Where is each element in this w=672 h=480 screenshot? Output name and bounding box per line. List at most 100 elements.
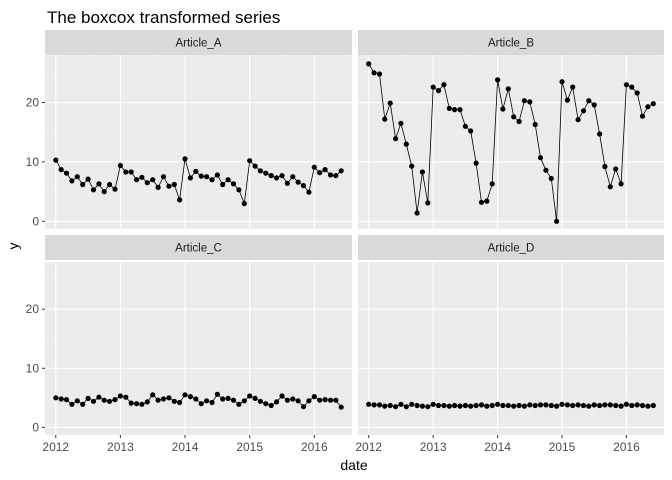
data-point	[629, 402, 635, 409]
data-point	[74, 174, 80, 180]
data-point	[220, 181, 226, 188]
data-point	[473, 160, 479, 166]
data-point	[521, 98, 528, 104]
data-point	[425, 200, 431, 206]
data-point	[101, 397, 107, 403]
data-point	[247, 393, 253, 399]
facet-article-a: Article_A 0 10 20	[26, 30, 352, 229]
data-point	[532, 402, 538, 409]
data-point	[462, 402, 468, 409]
data-point	[144, 399, 150, 405]
data-point	[634, 90, 640, 96]
data-point	[376, 402, 383, 408]
data-point	[274, 175, 280, 181]
data-point	[629, 84, 635, 90]
y-tick-label: 10	[26, 361, 40, 375]
data-point	[543, 402, 549, 408]
data-point	[63, 170, 70, 176]
data-point	[419, 403, 425, 409]
data-point	[220, 396, 226, 402]
data-point	[382, 116, 388, 122]
data-point	[462, 123, 468, 129]
data-point	[478, 402, 485, 408]
data-point	[618, 403, 624, 409]
data-point	[112, 397, 118, 403]
data-point	[193, 168, 199, 174]
data-point	[327, 397, 334, 403]
y-tick-label: 20	[26, 302, 40, 316]
data-point	[236, 401, 242, 407]
data-point	[446, 105, 452, 111]
data-point	[155, 397, 161, 403]
data-point	[554, 218, 560, 224]
data-point	[134, 177, 140, 183]
facet-article-d: Article_D 2012 2013 2014 2015 2016	[355, 235, 664, 454]
data-point	[430, 401, 436, 407]
data-point	[516, 118, 522, 125]
data-point	[559, 401, 565, 407]
data-point	[53, 157, 59, 163]
data-point	[473, 402, 479, 409]
data-point	[387, 100, 393, 106]
data-point	[257, 398, 263, 404]
data-point	[532, 121, 538, 128]
data-point	[376, 71, 383, 77]
data-point	[123, 169, 129, 175]
data-point	[198, 401, 204, 407]
data-point	[338, 404, 344, 410]
data-point	[586, 98, 592, 104]
data-point	[484, 198, 490, 204]
data-point	[317, 397, 323, 403]
data-point	[618, 181, 624, 187]
data-point	[414, 210, 420, 216]
data-point	[564, 97, 571, 103]
data-point	[171, 398, 177, 404]
data-point	[597, 402, 603, 409]
data-point	[144, 180, 150, 186]
data-point	[225, 395, 231, 401]
data-point	[80, 181, 86, 188]
data-point	[409, 163, 415, 169]
x-tick-label: 2014	[172, 440, 199, 454]
chart-title: The boxcox transformed series	[47, 8, 280, 27]
data-point	[53, 395, 59, 401]
data-point	[639, 402, 646, 409]
x-tick-label: 2012	[42, 440, 69, 454]
data-point	[634, 402, 640, 408]
data-point	[516, 402, 522, 409]
facet-strip	[358, 235, 664, 260]
data-point	[279, 173, 285, 179]
data-point	[187, 394, 193, 400]
data-point	[521, 403, 528, 409]
data-point	[112, 186, 118, 192]
data-point	[134, 401, 140, 407]
facet-strip-label: Article_D	[488, 243, 535, 255]
data-point	[123, 394, 129, 400]
data-point	[252, 395, 258, 401]
data-point	[446, 403, 452, 409]
data-point	[204, 398, 210, 404]
data-point	[333, 173, 339, 179]
facet-strip-label: Article_B	[488, 38, 534, 50]
data-point	[209, 177, 215, 183]
data-point	[366, 61, 372, 67]
data-point	[327, 172, 334, 178]
data-point	[414, 402, 420, 409]
data-point	[489, 402, 495, 409]
data-point	[311, 394, 317, 400]
data-point	[63, 397, 70, 403]
data-point	[150, 392, 156, 398]
data-point	[187, 175, 193, 181]
data-point	[607, 402, 613, 408]
data-point	[214, 391, 220, 397]
data-point	[58, 167, 64, 173]
data-point	[198, 173, 204, 179]
data-point	[160, 396, 167, 402]
data-point	[398, 401, 404, 407]
facet-strip	[45, 235, 352, 260]
data-point	[247, 158, 253, 164]
data-point	[478, 199, 485, 205]
data-point	[580, 402, 587, 409]
x-tick-label: 2012	[355, 440, 382, 454]
data-point	[623, 401, 630, 407]
